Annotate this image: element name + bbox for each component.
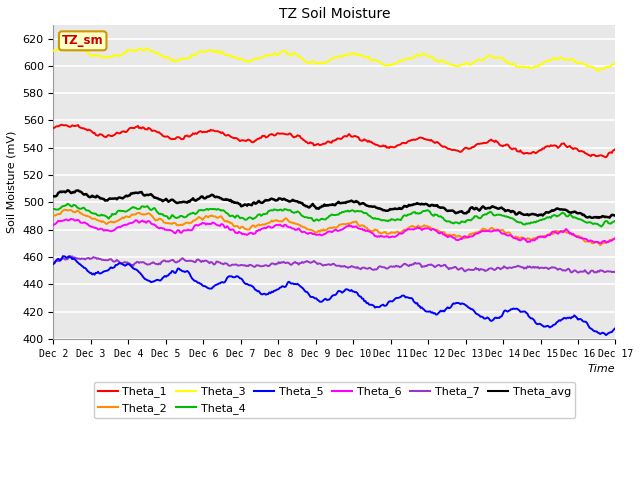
Theta_7 bbox=[66, 253, 74, 259]
Theta_1 bbox=[464, 145, 472, 151]
Line: Theta_avg: Theta_avg bbox=[54, 191, 616, 218]
Theta_5 bbox=[226, 274, 234, 279]
Theta_6 bbox=[596, 240, 604, 246]
Theta_2 bbox=[392, 229, 400, 235]
Theta_2 bbox=[561, 229, 569, 235]
Line: Theta_7: Theta_7 bbox=[54, 256, 616, 274]
Theta_3 bbox=[50, 48, 58, 53]
Theta_4 bbox=[50, 206, 58, 212]
Theta_1 bbox=[561, 142, 569, 148]
Theta_3 bbox=[612, 60, 620, 66]
Line: Theta_1: Theta_1 bbox=[54, 125, 616, 157]
Theta_4 bbox=[392, 217, 400, 223]
Theta_3 bbox=[226, 52, 234, 58]
Theta_7 bbox=[561, 268, 569, 274]
Legend: Theta_1, Theta_2, Theta_3, Theta_4, Theta_5, Theta_6, Theta_7, Theta_avg: Theta_1, Theta_2, Theta_3, Theta_4, Thet… bbox=[93, 382, 575, 419]
Theta_3 bbox=[594, 68, 602, 74]
Theta_7 bbox=[392, 263, 400, 269]
Theta_5 bbox=[612, 325, 620, 331]
Theta_avg bbox=[392, 206, 400, 212]
Theta_6 bbox=[226, 227, 234, 232]
Theta_7 bbox=[612, 269, 620, 275]
Theta_1 bbox=[612, 146, 620, 152]
Theta_6 bbox=[561, 228, 569, 233]
Title: TZ Soil Moisture: TZ Soil Moisture bbox=[278, 7, 390, 21]
Theta_7 bbox=[464, 267, 472, 273]
Theta_5 bbox=[50, 261, 58, 267]
Theta_2 bbox=[596, 242, 604, 248]
Theta_7 bbox=[584, 271, 592, 276]
Theta_4 bbox=[365, 213, 373, 218]
Theta_4 bbox=[288, 209, 296, 215]
Theta_2 bbox=[288, 220, 296, 226]
Line: Theta_6: Theta_6 bbox=[54, 219, 616, 243]
Theta_avg bbox=[464, 209, 472, 215]
Theta_7 bbox=[226, 263, 234, 268]
Theta_avg bbox=[50, 193, 58, 199]
Theta_6 bbox=[464, 235, 472, 240]
Text: Time: Time bbox=[588, 364, 616, 374]
Theta_avg bbox=[64, 188, 72, 193]
Theta_3 bbox=[73, 45, 81, 50]
Theta_3 bbox=[561, 57, 569, 63]
Theta_1 bbox=[365, 138, 373, 144]
Theta_3 bbox=[365, 55, 373, 60]
Theta_5 bbox=[59, 253, 67, 259]
Theta_4 bbox=[64, 201, 72, 207]
Theta_4 bbox=[612, 218, 620, 224]
Line: Theta_4: Theta_4 bbox=[54, 204, 616, 227]
Theta_1 bbox=[50, 125, 58, 131]
Theta_avg bbox=[588, 215, 596, 221]
Theta_1 bbox=[288, 132, 296, 138]
Theta_2 bbox=[464, 234, 472, 240]
Theta_4 bbox=[561, 211, 569, 217]
Theta_7 bbox=[365, 265, 373, 271]
Line: Theta_5: Theta_5 bbox=[54, 256, 616, 335]
Theta_6 bbox=[392, 233, 400, 239]
Theta_avg bbox=[612, 213, 620, 218]
Theta_6 bbox=[50, 222, 58, 228]
Theta_2 bbox=[226, 219, 234, 225]
Text: TZ_sm: TZ_sm bbox=[62, 34, 104, 48]
Theta_avg bbox=[365, 204, 373, 209]
Theta_1 bbox=[58, 122, 65, 128]
Theta_2 bbox=[612, 236, 620, 241]
Theta_7 bbox=[288, 262, 296, 268]
Line: Theta_3: Theta_3 bbox=[54, 48, 616, 71]
Theta_4 bbox=[226, 213, 234, 219]
Theta_2 bbox=[50, 212, 58, 218]
Theta_6 bbox=[365, 228, 373, 234]
Theta_5 bbox=[365, 301, 373, 307]
Theta_4 bbox=[598, 224, 605, 229]
Theta_5 bbox=[561, 315, 569, 321]
Theta_2 bbox=[365, 227, 373, 233]
Theta_4 bbox=[464, 217, 472, 223]
Theta_1 bbox=[226, 132, 234, 138]
Y-axis label: Soil Moisture (mV): Soil Moisture (mV) bbox=[7, 131, 17, 233]
Theta_5 bbox=[392, 295, 400, 301]
Theta_6 bbox=[612, 235, 620, 241]
Theta_1 bbox=[602, 155, 610, 160]
Theta_3 bbox=[288, 53, 296, 59]
Theta_5 bbox=[464, 304, 472, 310]
Line: Theta_2: Theta_2 bbox=[54, 210, 616, 245]
Theta_avg bbox=[561, 207, 569, 213]
Theta_6 bbox=[67, 216, 75, 222]
Theta_5 bbox=[288, 281, 296, 287]
Theta_avg bbox=[226, 198, 234, 204]
Theta_7 bbox=[50, 260, 58, 266]
Theta_6 bbox=[288, 226, 296, 231]
Theta_2 bbox=[61, 207, 69, 213]
Theta_3 bbox=[464, 60, 472, 66]
Theta_avg bbox=[288, 198, 296, 204]
Theta_3 bbox=[392, 60, 400, 66]
Theta_1 bbox=[392, 144, 400, 149]
Theta_5 bbox=[602, 332, 610, 338]
